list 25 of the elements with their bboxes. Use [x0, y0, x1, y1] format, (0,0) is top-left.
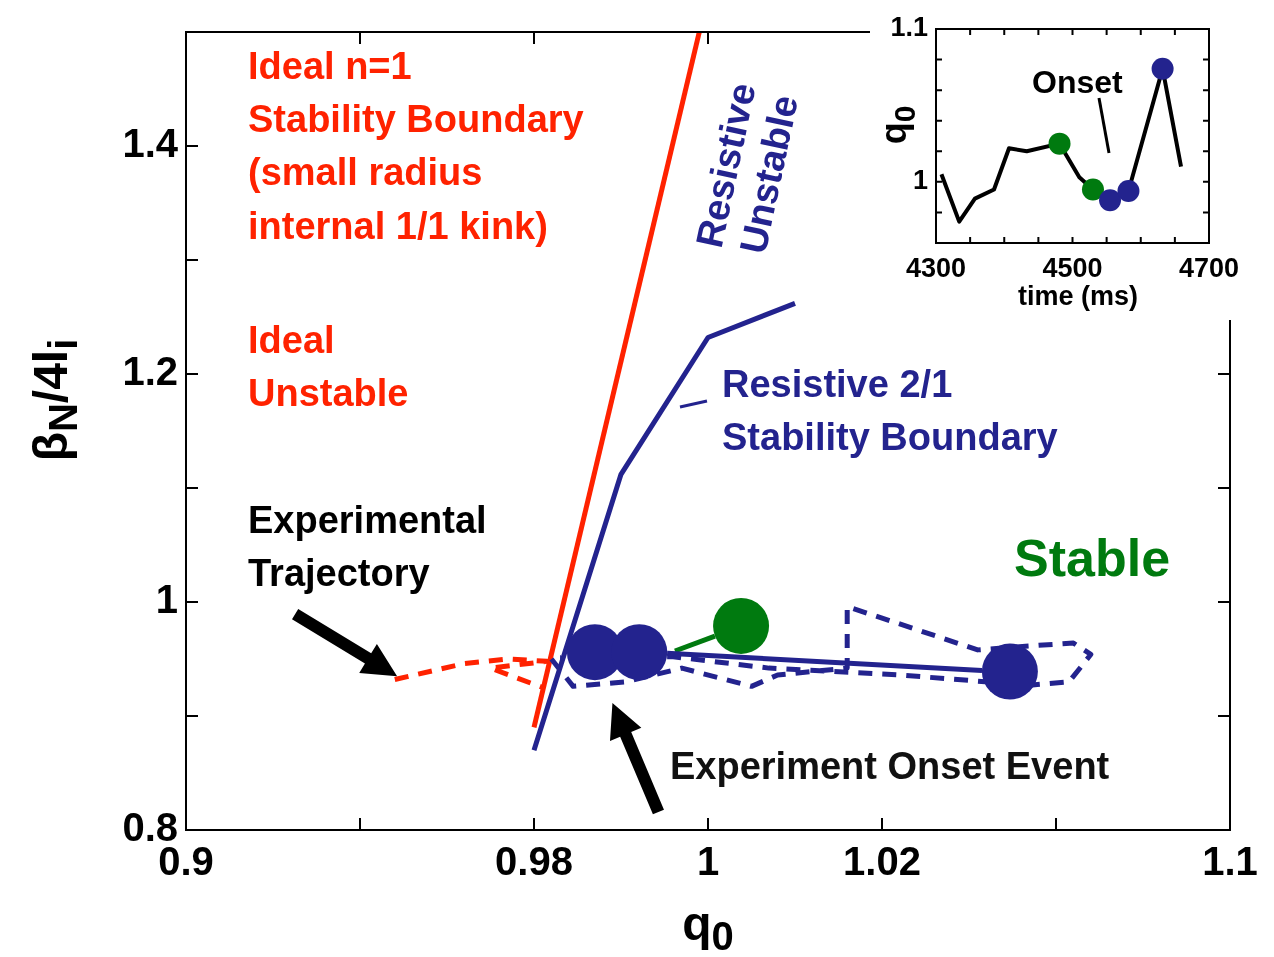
point — [1099, 189, 1122, 212]
x-tick-label: 4300 — [905, 252, 967, 283]
point — [1117, 180, 1140, 203]
x-tick-label: 1.1 — [1202, 839, 1258, 884]
x-axis-title: q$_{0}$ — [682, 896, 734, 957]
x-tick-label: 0.98 — [495, 839, 573, 884]
point — [1081, 178, 1104, 201]
y-tick-label: 1.4 — [122, 121, 179, 166]
x-tick-label: 4700 — [1178, 252, 1240, 283]
annotation: Stable — [1014, 528, 1171, 589]
annotation: Ideal Unstable — [248, 318, 409, 417]
y-tick-label: 1.2 — [122, 349, 178, 394]
annotation: Onset — [1032, 63, 1123, 102]
x-tick-label: 1 — [696, 839, 720, 884]
annotation: Ideal n=1 Stability Boundary (small radius internal 1/1 kink) — [248, 44, 584, 249]
annotation: Resistive 2/1 Stability Boundary — [722, 362, 1058, 461]
annotation: Experiment Onset Event — [670, 744, 1110, 789]
annotation: Experimental Trajectory — [248, 498, 487, 597]
annotation: Resistive Unstable — [687, 79, 807, 260]
y-tick-label: 1 — [155, 577, 178, 622]
x-tick-label: 1.02 — [843, 839, 921, 884]
x-tick-label: 4500 — [1042, 252, 1103, 283]
x-axis-title: time (ms) — [1017, 280, 1139, 311]
point — [1048, 132, 1071, 155]
point — [1151, 57, 1174, 80]
